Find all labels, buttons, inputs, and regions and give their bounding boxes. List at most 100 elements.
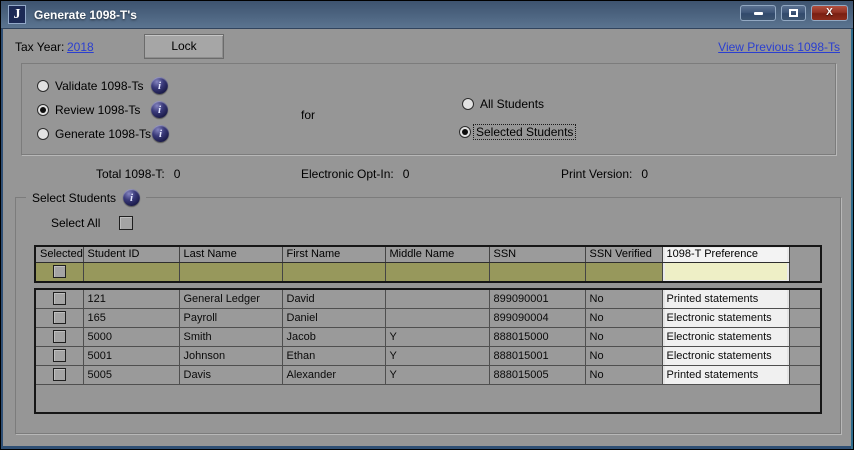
cell-first-name[interactable]: Alexander [282,365,386,385]
cell-ssn-verified[interactable]: No [585,346,663,366]
info-icon-review[interactable]: i [151,101,168,118]
for-label: for [301,108,316,122]
cell-spacer [789,365,822,385]
cell-student-id[interactable]: 5001 [83,346,180,366]
row-select-checkbox[interactable] [52,330,66,343]
restore-button[interactable] [781,5,806,21]
filter-cell-last-name[interactable] [179,262,283,282]
cell-first-name[interactable]: Daniel [282,308,386,328]
radio-all-students[interactable]: All Students [462,97,544,111]
cell-1098t-preference[interactable]: Electronic statements [662,308,790,328]
col-header-first-name[interactable]: First Name [282,246,386,263]
info-icon-select-students[interactable]: i [123,189,141,206]
cell-student-id[interactable]: 165 [83,308,180,328]
select-all-checkbox[interactable] [119,216,134,230]
info-icon-validate[interactable]: i [151,77,168,94]
filter-cell-student-id[interactable] [83,262,180,282]
filter-cell-ssn-verified[interactable] [585,262,663,282]
radio-selected-icon [459,126,471,138]
cell-student-id[interactable]: 5005 [83,365,180,385]
info-icon-generate[interactable]: i [152,125,169,142]
cell-ssn[interactable]: 888015000 [489,327,586,347]
cell-ssn[interactable]: 888015005 [489,365,586,385]
window-title: Generate 1098-T's [34,8,137,22]
cell-middle-name[interactable] [385,289,490,309]
cell-first-name[interactable]: Ethan [282,346,386,366]
grid-header-row: Selected Student ID Last Name First Name… [35,246,822,263]
total-1098t-label: Total 1098-T: [96,167,165,181]
cell-selected [35,365,84,385]
cell-student-id[interactable]: 5000 [83,327,180,347]
cell-ssn-verified[interactable]: No [585,327,663,347]
cell-spacer [789,289,822,309]
row-select-checkbox[interactable] [52,368,66,381]
col-header-1098t-preference[interactable]: 1098-T Preference [662,246,790,263]
minimize-button[interactable] [740,5,776,21]
filter-cell-first-name[interactable] [282,262,386,282]
select-students-label: Select Students [32,190,117,205]
cell-first-name[interactable]: David [282,289,386,309]
restore-icon [789,9,798,17]
grid-filter-row [35,262,822,282]
student-row: 5005 Davis Alexander Y 888015005 No Prin… [35,365,822,385]
titlebar: J Generate 1098-T's X [1,1,853,29]
cell-middle-name[interactable] [385,308,490,328]
cell-first-name[interactable]: Jacob [282,327,386,347]
col-header-selected[interactable]: Selected [35,246,84,263]
row-select-checkbox[interactable] [52,349,66,362]
cell-spacer [789,308,822,328]
cell-selected [35,289,84,309]
tax-year-label: Tax Year: [15,40,65,54]
cell-ssn-verified[interactable]: No [585,289,663,309]
radio-validate-1098ts[interactable]: Validate 1098-Ts [37,79,144,93]
close-button[interactable]: X [811,5,848,21]
radio-selected-students[interactable]: Selected Students [459,124,577,140]
view-previous-link[interactable]: View Previous 1098-Ts [718,40,840,54]
cell-last-name[interactable]: Davis [179,365,283,385]
cell-1098t-preference[interactable]: Printed statements [662,365,790,385]
lock-button[interactable]: Lock [144,34,224,59]
cell-ssn-verified[interactable]: No [585,308,663,328]
selected-students-label: Selected Students [473,124,577,140]
row-select-checkbox[interactable] [52,311,66,324]
cell-last-name[interactable]: Payroll [179,308,283,328]
total-1098t: Total 1098-T: 0 [96,167,180,181]
student-row: 5000 Smith Jacob Y 888015000 No Electron… [35,327,822,347]
radio-review-label: Review 1098-Ts [55,103,141,117]
cell-last-name[interactable]: Smith [179,327,283,347]
cell-middle-name[interactable]: Y [385,365,490,385]
col-header-middle-name[interactable]: Middle Name [385,246,490,263]
col-header-ssn[interactable]: SSN [489,246,586,263]
cell-spacer [789,327,822,347]
filter-cell-spacer [789,262,822,282]
col-header-last-name[interactable]: Last Name [179,246,283,263]
filter-cell-middle-name[interactable] [385,262,490,282]
radio-review-1098ts[interactable]: Review 1098-Ts [37,103,140,117]
row-select-checkbox[interactable] [52,292,66,306]
radio-selected-icon [37,104,49,116]
cell-ssn[interactable]: 888015001 [489,346,586,366]
cell-middle-name[interactable]: Y [385,346,490,366]
tax-year-link[interactable]: 2018 [67,40,94,54]
filter-cell-selected [35,262,84,282]
radio-icon [462,98,474,110]
col-header-ssn-verified[interactable]: SSN Verified [585,246,663,263]
filter-cell-ssn[interactable] [489,262,586,282]
radio-generate-1098ts[interactable]: Generate 1098-Ts [37,127,151,141]
col-header-spacer [789,246,822,262]
filter-cell-1098t-preference[interactable] [662,262,790,282]
col-header-student-id[interactable]: Student ID [83,246,180,263]
cell-1098t-preference[interactable]: Electronic statements [662,327,790,347]
grid-empty-area [35,384,821,413]
cell-ssn-verified[interactable]: No [585,365,663,385]
cell-1098t-preference[interactable]: Electronic statements [662,346,790,366]
filter-select-checkbox[interactable] [52,265,66,279]
cell-student-id[interactable]: 121 [83,289,180,309]
cell-last-name[interactable]: General Ledger [179,289,283,309]
cell-ssn[interactable]: 899090004 [489,308,586,328]
cell-1098t-preference[interactable]: Printed statements [662,289,790,309]
cell-middle-name[interactable]: Y [385,327,490,347]
cell-last-name[interactable]: Johnson [179,346,283,366]
select-students-legend: Select Students i [26,189,146,206]
cell-ssn[interactable]: 899090001 [489,289,586,309]
